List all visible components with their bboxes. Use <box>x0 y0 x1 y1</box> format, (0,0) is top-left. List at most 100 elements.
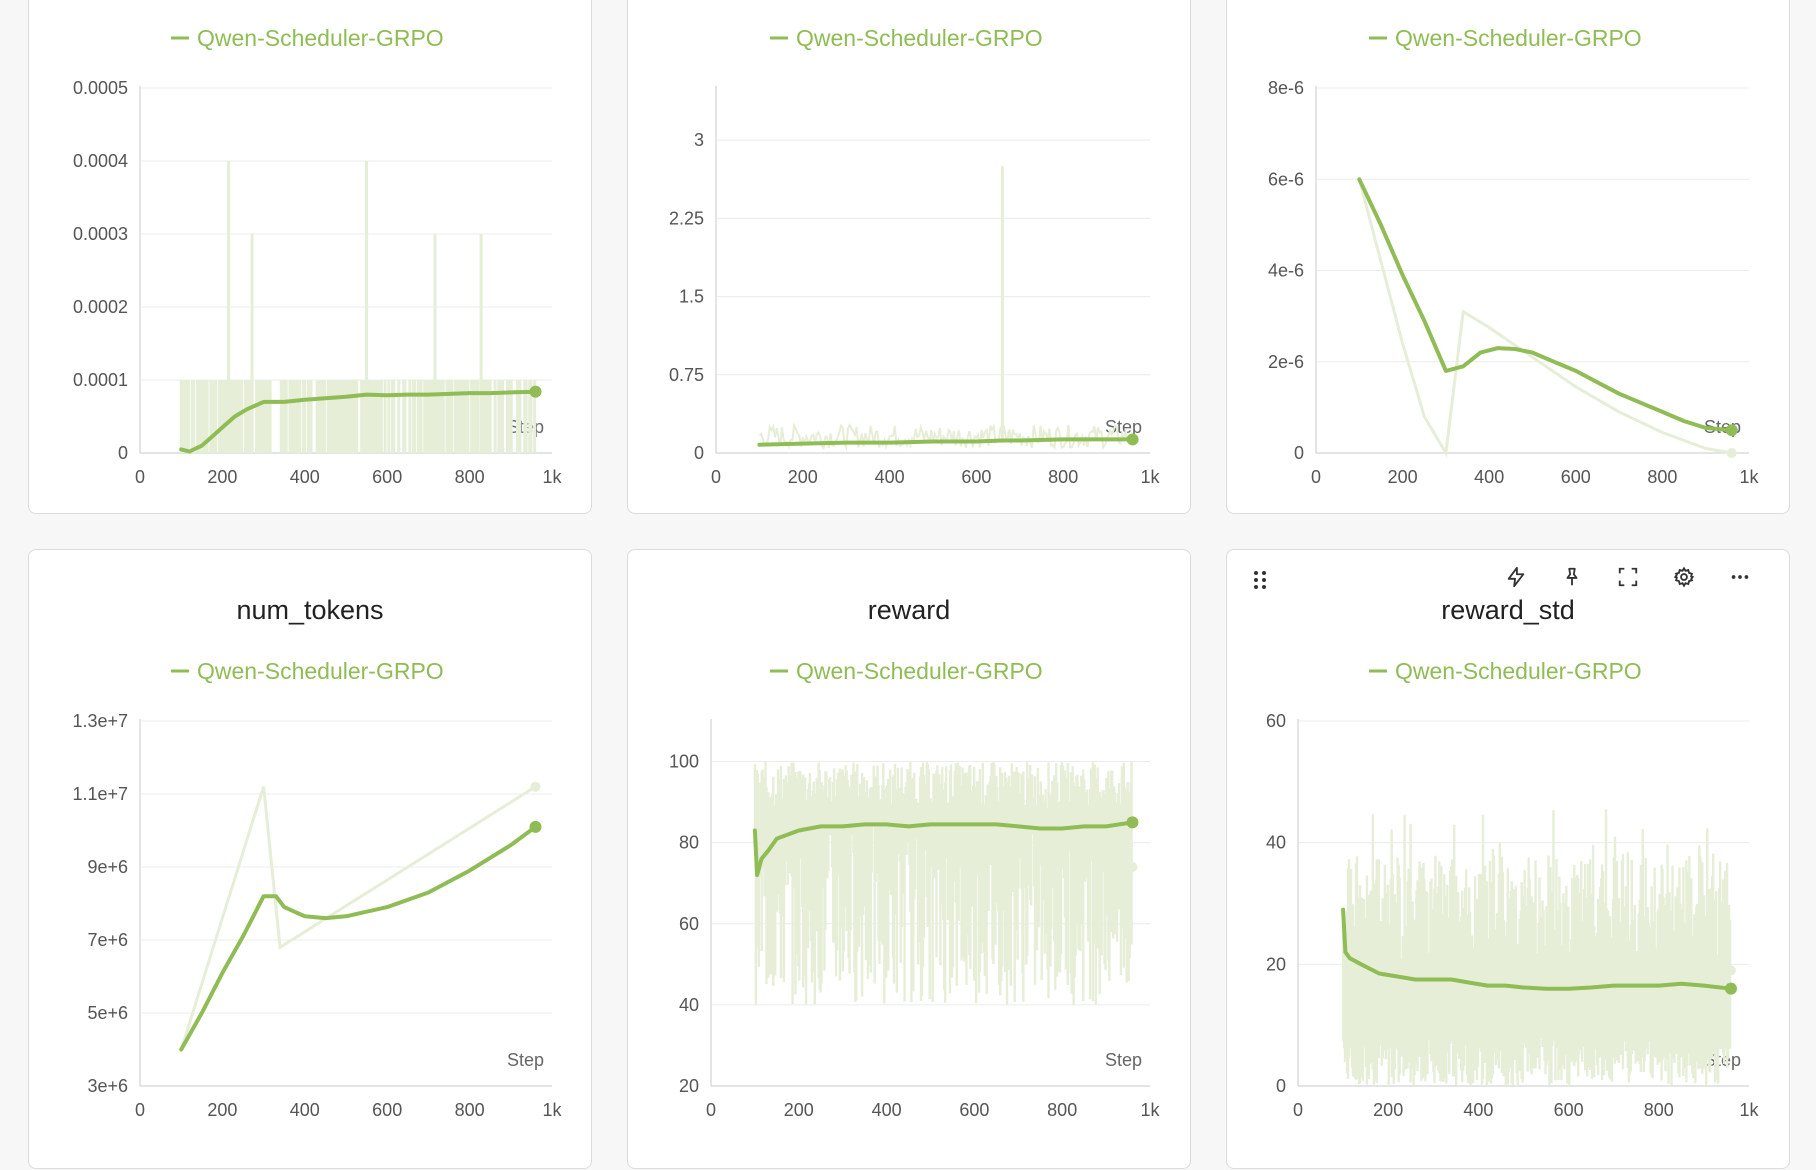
y-tick-label: 60 <box>1266 711 1286 731</box>
y-tick-label: 40 <box>1266 833 1286 853</box>
x-tick-label: 600 <box>372 467 402 487</box>
y-tick-label: 1.3e+7 <box>72 711 128 731</box>
x-tick-label: 800 <box>1647 467 1677 487</box>
x-tick-label: 800 <box>455 1100 485 1120</box>
y-tick-label: 80 <box>679 833 699 853</box>
raw-series <box>179 781 541 1050</box>
legend-label: Qwen-Scheduler-GRPO <box>796 658 1043 684</box>
series-line <box>1357 177 1734 433</box>
raw-line <box>1357 178 1732 458</box>
y-tick-label: 0.0005 <box>73 78 128 98</box>
x-tick-label: 1k <box>1739 1100 1759 1120</box>
series-end-point <box>529 820 542 833</box>
x-tick-label: 600 <box>372 1100 402 1120</box>
step-label: Step <box>507 1050 544 1070</box>
fullscreen-icon[interactable] <box>1617 566 1651 600</box>
raw-line <box>179 785 537 1050</box>
y-tick-label: 20 <box>679 1076 699 1096</box>
series-end-point <box>1724 982 1737 995</box>
y-tick-label: 0 <box>118 443 128 463</box>
series-line <box>752 820 1135 878</box>
x-tick-label: 1k <box>1140 467 1160 487</box>
x-tick-label: 200 <box>207 1100 237 1120</box>
gear-icon[interactable] <box>1673 566 1707 600</box>
y-tick-label: 3e+6 <box>87 1076 128 1096</box>
x-tick-label: 1k <box>542 1100 562 1120</box>
y-tick-label: 0.75 <box>669 365 704 385</box>
y-tick-label: 0 <box>1276 1076 1286 1096</box>
x-tick-label: 200 <box>1373 1100 1403 1120</box>
y-tick-label: 0.0003 <box>73 224 128 244</box>
x-tick-label: 600 <box>959 1100 989 1120</box>
x-tick-label: 200 <box>207 467 237 487</box>
legend-label: Qwen-Scheduler-GRPO <box>197 25 444 51</box>
series-line <box>757 437 1135 447</box>
y-tick-label: 8e-6 <box>1268 78 1304 98</box>
chart-svg-2: Qwen-Scheduler-GRPO 0 0.75 1.5 2.25 3 0 200 400 6… <box>669 25 1161 487</box>
y-tick-label: 0.0001 <box>73 370 128 390</box>
y-tick-label: 0 <box>1294 443 1304 463</box>
x-tick-label: 0 <box>1293 1100 1303 1120</box>
chart-panel-reward: reward Qwen-Scheduler-GRPO 20 40 60 80 100 0 20… <box>627 549 1191 1169</box>
y-tick-label: 1.5 <box>679 287 704 307</box>
x-tick-label: 200 <box>1388 467 1418 487</box>
x-tick-label: 400 <box>1474 467 1504 487</box>
x-tick-label: 400 <box>290 467 320 487</box>
raw-series <box>1357 178 1737 458</box>
lightning-icon[interactable] <box>1505 566 1539 600</box>
raw-end-point <box>530 781 541 792</box>
x-tick-label: 800 <box>1047 1100 1077 1120</box>
chart-panel: Qwen-Scheduler-GRPO 0 0.75 1.5 2.25 3 0 200 400 6… <box>627 0 1191 514</box>
raw-series <box>758 166 1134 452</box>
x-tick-label: 0 <box>135 467 145 487</box>
y-tick-label: 0.0004 <box>73 151 128 171</box>
step-label: Step <box>1105 417 1142 437</box>
x-tick-label: 400 <box>1463 1100 1493 1120</box>
more-icon[interactable] <box>1729 566 1763 600</box>
legend-label: Qwen-Scheduler-GRPO <box>796 25 1043 51</box>
x-tick-label: 600 <box>961 467 991 487</box>
x-tick-label: 600 <box>1561 467 1591 487</box>
x-tick-label: 400 <box>875 467 905 487</box>
y-tick-label: 7e+6 <box>87 930 128 950</box>
x-tick-label: 0 <box>706 1100 716 1120</box>
chart-svg-3: Qwen-Scheduler-GRPO 0 2e-6 4e-6 6e-6 8e-6 0 200… <box>1268 25 1760 487</box>
y-tick-label: 2.25 <box>669 208 704 228</box>
chart-panel: Qwen-Scheduler-GRPO 0 2e-6 4e-6 6e-6 8e-6 0 200… <box>1226 0 1790 514</box>
raw-series <box>1341 809 1736 1086</box>
legend: Qwen-Scheduler-GRPO <box>770 25 1043 51</box>
legend-label: Qwen-Scheduler-GRPO <box>1395 25 1642 51</box>
y-tick-label: 20 <box>1266 954 1286 974</box>
x-tick-label: 600 <box>1554 1100 1584 1120</box>
y-tick-label: 100 <box>669 752 699 772</box>
y-tick-label: 2e-6 <box>1268 352 1304 372</box>
x-tick-label: 400 <box>290 1100 320 1120</box>
y-tick-label: 0 <box>694 443 704 463</box>
y-tick-label: 40 <box>679 995 699 1015</box>
y-tick-label: 1.1e+7 <box>72 784 128 804</box>
raw-series <box>753 761 1138 1005</box>
series-end-point <box>1725 424 1738 437</box>
chart-title: reward <box>867 595 951 625</box>
x-tick-label: 1k <box>1140 1100 1160 1120</box>
raw-end-point <box>1127 862 1138 872</box>
y-tick-label: 4e-6 <box>1268 261 1304 281</box>
chart-panel: Qwen-Scheduler-GRPO 0 0.0001 0.0002 0.0003 0.… <box>28 0 592 514</box>
series-line <box>179 824 538 1052</box>
y-tick-label: 60 <box>679 914 699 934</box>
y-tick-label: 3 <box>694 130 704 150</box>
x-tick-label: 200 <box>788 467 818 487</box>
y-tick-label: 6e-6 <box>1268 169 1304 189</box>
x-tick-label: 0 <box>711 467 721 487</box>
x-tick-label: 0 <box>135 1100 145 1120</box>
legend: Qwen-Scheduler-GRPO <box>171 25 444 51</box>
x-tick-label: 200 <box>784 1100 814 1120</box>
y-tick-label: 5e+6 <box>87 1003 128 1023</box>
chart-svg-5: Qwen-Scheduler-GRPO 20 40 60 80 100 0 200 400 600… <box>669 658 1161 1120</box>
legend: Qwen-Scheduler-GRPO <box>770 658 1043 684</box>
x-tick-label: 800 <box>455 467 485 487</box>
raw-end-point <box>1725 965 1736 976</box>
pin-icon[interactable] <box>1561 566 1595 600</box>
x-tick-label: 1k <box>1739 467 1759 487</box>
